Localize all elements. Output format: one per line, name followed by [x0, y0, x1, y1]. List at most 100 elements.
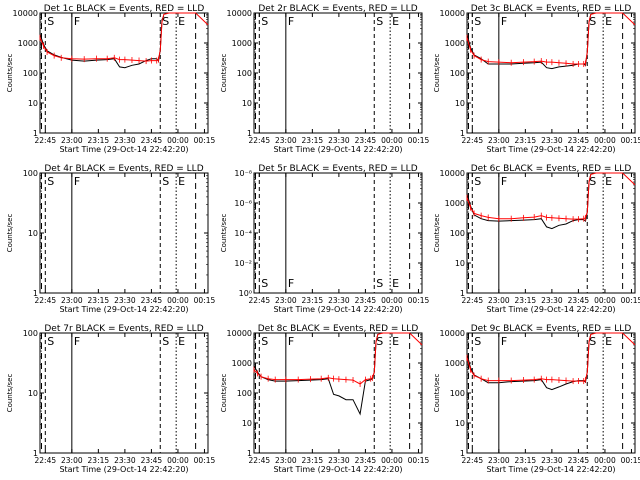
plot-frame: [466, 12, 636, 134]
marker-label: F: [74, 335, 80, 348]
x-tick-label: 00:15: [621, 456, 640, 465]
x-tick-label: 23:15: [515, 296, 537, 305]
y-tick-label: 10000: [227, 329, 252, 338]
y-tick-label: 100: [23, 329, 38, 338]
chart-panel-1: Det 1c BLACK = Events, RED = LLD 1 10 100 10…: [6, 4, 215, 154]
chart-panel-4: Det 4r BLACK = Events, RED = LLD 1 10 100 Co…: [6, 164, 215, 314]
x-tick-label: 00:00: [594, 136, 616, 145]
x-tick-label: 23:15: [515, 136, 537, 145]
x-tick-label: 23:45: [568, 296, 590, 305]
x-axis-label: Start Time (29-Oct-14 22:42:20): [273, 305, 402, 314]
chart-title: Det 3c BLACK = Events, RED = LLD: [471, 4, 632, 14]
chart-title: Det 1c BLACK = Events, RED = LLD: [44, 4, 205, 14]
x-tick-label: 00:15: [194, 296, 216, 305]
y-tick-label: 100: [450, 69, 465, 78]
x-tick-label: 22:45: [34, 136, 56, 145]
y-tick-label: 10000: [227, 9, 252, 18]
x-tick-label: 23:00: [61, 136, 83, 145]
x-tick-label: 00:15: [408, 456, 430, 465]
x-tick-label: 22:45: [34, 296, 56, 305]
marker-label: E: [178, 15, 185, 28]
x-tick-label: 23:45: [355, 296, 377, 305]
x-tick-label: 00:15: [621, 136, 640, 145]
y-tick-label: 1000: [18, 39, 38, 48]
x-tick-label: 22:45: [248, 136, 270, 145]
x-axis-label: Start Time (29-Oct-14 22:42:20): [273, 145, 402, 154]
marker-label: F: [501, 335, 507, 348]
marker-label: E: [392, 335, 399, 348]
x-tick-label: 23:15: [515, 456, 537, 465]
marker-label: S: [162, 15, 169, 28]
x-tick-label: 23:30: [541, 456, 563, 465]
marker-label: F: [501, 15, 507, 28]
x-tick-label: 00:15: [408, 296, 430, 305]
y-axis-label: Counts/sec: [6, 374, 14, 413]
y-axis-label: Counts/sec: [220, 214, 228, 253]
chart-title: Det 5r BLACK = Events, RED = LLD: [258, 164, 417, 174]
x-tick-label: 23:30: [328, 136, 350, 145]
x-axis-label: Start Time (29-Oct-14 22:42:20): [486, 305, 615, 314]
marker-label: S: [474, 335, 481, 348]
x-tick-label: 23:30: [328, 456, 350, 465]
x-tick-label: 23:00: [275, 296, 297, 305]
chart-title: Det 7r BLACK = Events, RED = LLD: [44, 324, 203, 334]
x-tick-label: 23:30: [114, 296, 136, 305]
y-tick-label: 1: [33, 449, 38, 458]
marker-label: S: [376, 335, 383, 348]
series-events-line: [466, 334, 592, 391]
x-tick-label: 23:45: [568, 136, 590, 145]
marker-label: S: [162, 335, 169, 348]
x-axis-label: Start Time (29-Oct-14 22:42:20): [486, 465, 615, 474]
x-tick-label: 23:00: [61, 296, 83, 305]
chart-panel-3: Det 3c BLACK = Events, RED = LLD 1 10 100 10…: [433, 4, 640, 154]
y-axis-label: Counts/sec: [220, 374, 228, 413]
plot-frame: [253, 172, 423, 294]
marker-label: E: [178, 175, 185, 188]
y-tick-label: 1: [33, 129, 38, 138]
y-tick-label: 100: [237, 69, 252, 78]
chart-title: Det 8c BLACK = Events, RED = LLD: [258, 324, 419, 334]
y-tick-label: 10000: [13, 9, 38, 18]
plot-frame: [39, 12, 209, 134]
x-tick-label: 00:00: [167, 296, 189, 305]
x-tick-label: 00:00: [381, 136, 403, 145]
x-tick-label: 23:15: [302, 456, 324, 465]
marker-label: F: [74, 175, 80, 188]
x-tick-label: 23:45: [355, 136, 377, 145]
series-events-line: [39, 15, 165, 69]
y-tick-label: 1: [33, 289, 38, 298]
chart-panel-6: Det 6c BLACK = Events, RED = LLD 1 10 100 10…: [433, 164, 640, 314]
y-tick-label: 100: [23, 69, 38, 78]
x-tick-label: 23:15: [88, 136, 110, 145]
y-tick-label: 10⁻⁶: [234, 199, 252, 208]
x-tick-label: 23:45: [141, 456, 163, 465]
y-tick-label: 10: [28, 389, 38, 398]
y-tick-label: 100: [450, 229, 465, 238]
y-tick-label: 10000: [440, 169, 465, 178]
chart-title: Det 2r BLACK = Events, RED = LLD: [258, 4, 417, 14]
marker-label: S: [474, 15, 481, 28]
marker-label: S: [47, 175, 54, 188]
x-tick-label: 23:45: [141, 296, 163, 305]
chart-panel-2: Det 2r BLACK = Events, RED = LLD 1 10 100 10…: [220, 4, 429, 154]
y-tick-label: 10: [242, 419, 252, 428]
y-tick-label: 1: [247, 449, 252, 458]
plot-frame: [253, 332, 423, 454]
chart-panel-9: Det 9c BLACK = Events, RED = LLD 1 10 100 10…: [433, 324, 640, 474]
y-tick-label: 10: [455, 99, 465, 108]
marker-label: S: [589, 335, 596, 348]
x-tick-label: 22:45: [34, 456, 56, 465]
chart-title: Det 9c BLACK = Events, RED = LLD: [471, 324, 632, 334]
marker-label: S: [474, 175, 481, 188]
marker-label: S: [261, 335, 268, 348]
y-tick-label: 10⁰: [239, 289, 252, 298]
marker-label: S: [47, 15, 54, 28]
y-axis-label: Counts/sec: [433, 214, 441, 253]
x-tick-label: 22:45: [248, 296, 270, 305]
y-tick-label: 1000: [445, 199, 465, 208]
x-tick-label: 23:45: [141, 136, 163, 145]
y-tick-label: 1: [460, 449, 465, 458]
x-tick-label: 23:15: [302, 136, 324, 145]
x-tick-label: 00:15: [194, 456, 216, 465]
